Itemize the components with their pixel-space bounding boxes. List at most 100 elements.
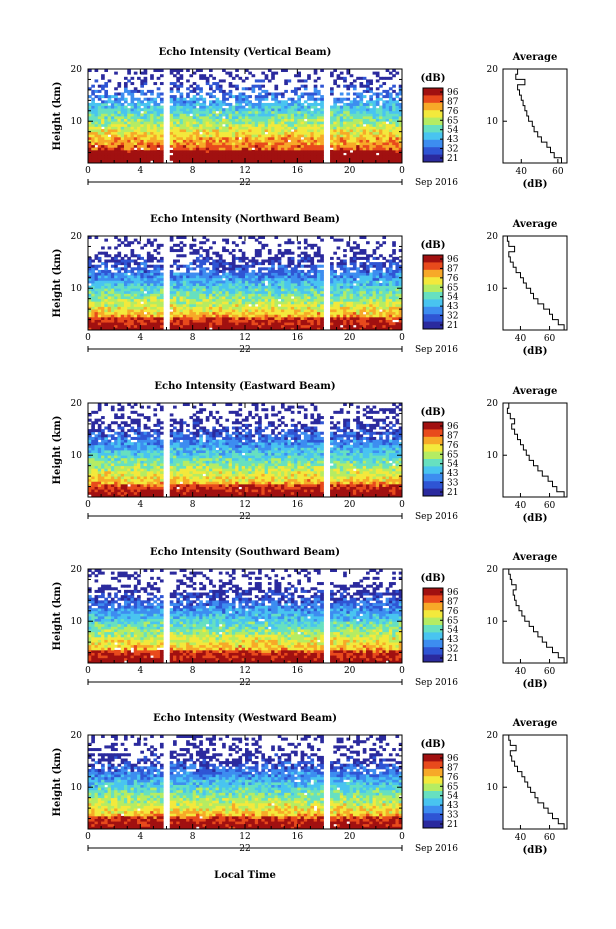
heatmap-cell [127,71,131,75]
heatmap-cell [362,147,367,151]
heatmap-cell [258,254,262,258]
heatmap-cell [280,116,285,120]
heatmap-cell [398,102,403,106]
heatmap-cell [300,256,305,260]
heatmap-cell [107,269,112,273]
heatmap-cell [153,131,158,135]
heatmap-cell [356,157,360,161]
heatmap-cell [222,285,226,289]
heatmap-cell [284,121,288,125]
heatmap-cell [369,79,373,83]
heatmap-cell [231,314,236,318]
heatmap-cell [369,283,373,287]
heatmap-cell [392,108,396,112]
heatmap-cell [153,123,158,127]
heatmap-cell [114,157,118,161]
heatmap-cell [97,147,102,151]
heatmap-cell [179,131,184,135]
heatmap-cell [300,149,305,153]
heatmap-cell [346,142,351,146]
heatmap-cell [101,314,105,318]
heatmap-cell [192,275,197,279]
heatmap-cell [294,113,298,117]
heatmap-cell [245,275,249,279]
heatmap-cell [349,275,354,279]
heatmap-cell [316,116,321,120]
heatmap-cell [379,139,383,143]
heatmap-cell [267,285,272,289]
heatmap-cell [343,155,347,159]
heatmap-cell [225,113,230,117]
heatmap-cell [159,144,164,148]
heatmap-cell [284,144,288,148]
heatmap-cell [258,311,262,315]
heatmap-cell [202,303,207,307]
heatmap-cell [114,139,118,143]
heatmap-cell [310,319,315,323]
heatmap-cell [297,129,301,133]
heatmap-cell [192,95,197,99]
heatmap-cell [101,298,105,302]
heatmap-cell [339,76,344,80]
heatmap-cell [235,285,239,289]
heatmap-cell [290,251,295,255]
heatmap-cell [251,280,256,284]
heatmap-cell [362,84,367,88]
heatmap-cell [140,123,144,127]
heatmap-cell [254,319,259,323]
heatmap-cell [215,160,220,164]
heatmap-cell [277,121,282,125]
heatmap-cell [133,314,138,318]
colorbar-swatch [423,152,443,156]
heatmap-cell [264,324,269,328]
heatmap-cell [209,108,213,112]
heatmap-cell [313,105,318,109]
colorbar-swatch [423,137,443,141]
heatmap-cell [277,316,282,320]
heatmap-cell [346,311,351,315]
heatmap-cell [199,285,203,289]
heatmap-cell [264,157,269,161]
heatmap-cell [176,121,180,125]
heatmap-cell [153,280,158,284]
heatmap-cell [107,303,112,307]
heatmap-cell [104,82,109,86]
heatmap-cell [398,121,403,125]
heatmap-cell [120,123,125,127]
heatmap-cell [209,100,213,104]
heatmap-cell [267,116,272,120]
heatmap-cell [356,134,360,138]
heatmap-cell [88,155,92,159]
heatmap-cell [120,290,125,294]
heatmap-cell [186,92,190,96]
heatmap-cell [352,251,357,255]
heatmap-cell [241,327,246,331]
heatmap-cell [343,277,347,281]
heatmap-cell [241,131,246,135]
heatmap-cell [140,285,144,289]
heatmap-cell [280,118,285,122]
heatmap-cell [127,243,131,247]
heatmap-cell [267,290,272,294]
heatmap-cell [133,324,138,328]
heatmap-cell [356,139,360,143]
heatmap-cell [156,116,161,120]
heatmap-cell [264,288,269,292]
heatmap-cell [176,160,180,164]
heatmap-cell [245,280,249,284]
heatmap-cell [130,110,135,114]
heatmap-cell [392,97,396,101]
heatmap-cell [267,319,272,323]
heatmap-cell [359,134,364,138]
heatmap-cell [258,97,262,101]
heatmap-cell [343,147,347,151]
heatmap-cell [150,97,154,101]
heatmap-cell [137,296,141,300]
heatmap-cell [123,157,128,161]
heatmap-cell [153,136,158,140]
heatmap-cell [254,142,259,146]
heatmap-cell [225,142,230,146]
heatmap-cell [120,147,125,151]
heatmap-cell [284,139,288,143]
heatmap-cell [169,303,174,307]
